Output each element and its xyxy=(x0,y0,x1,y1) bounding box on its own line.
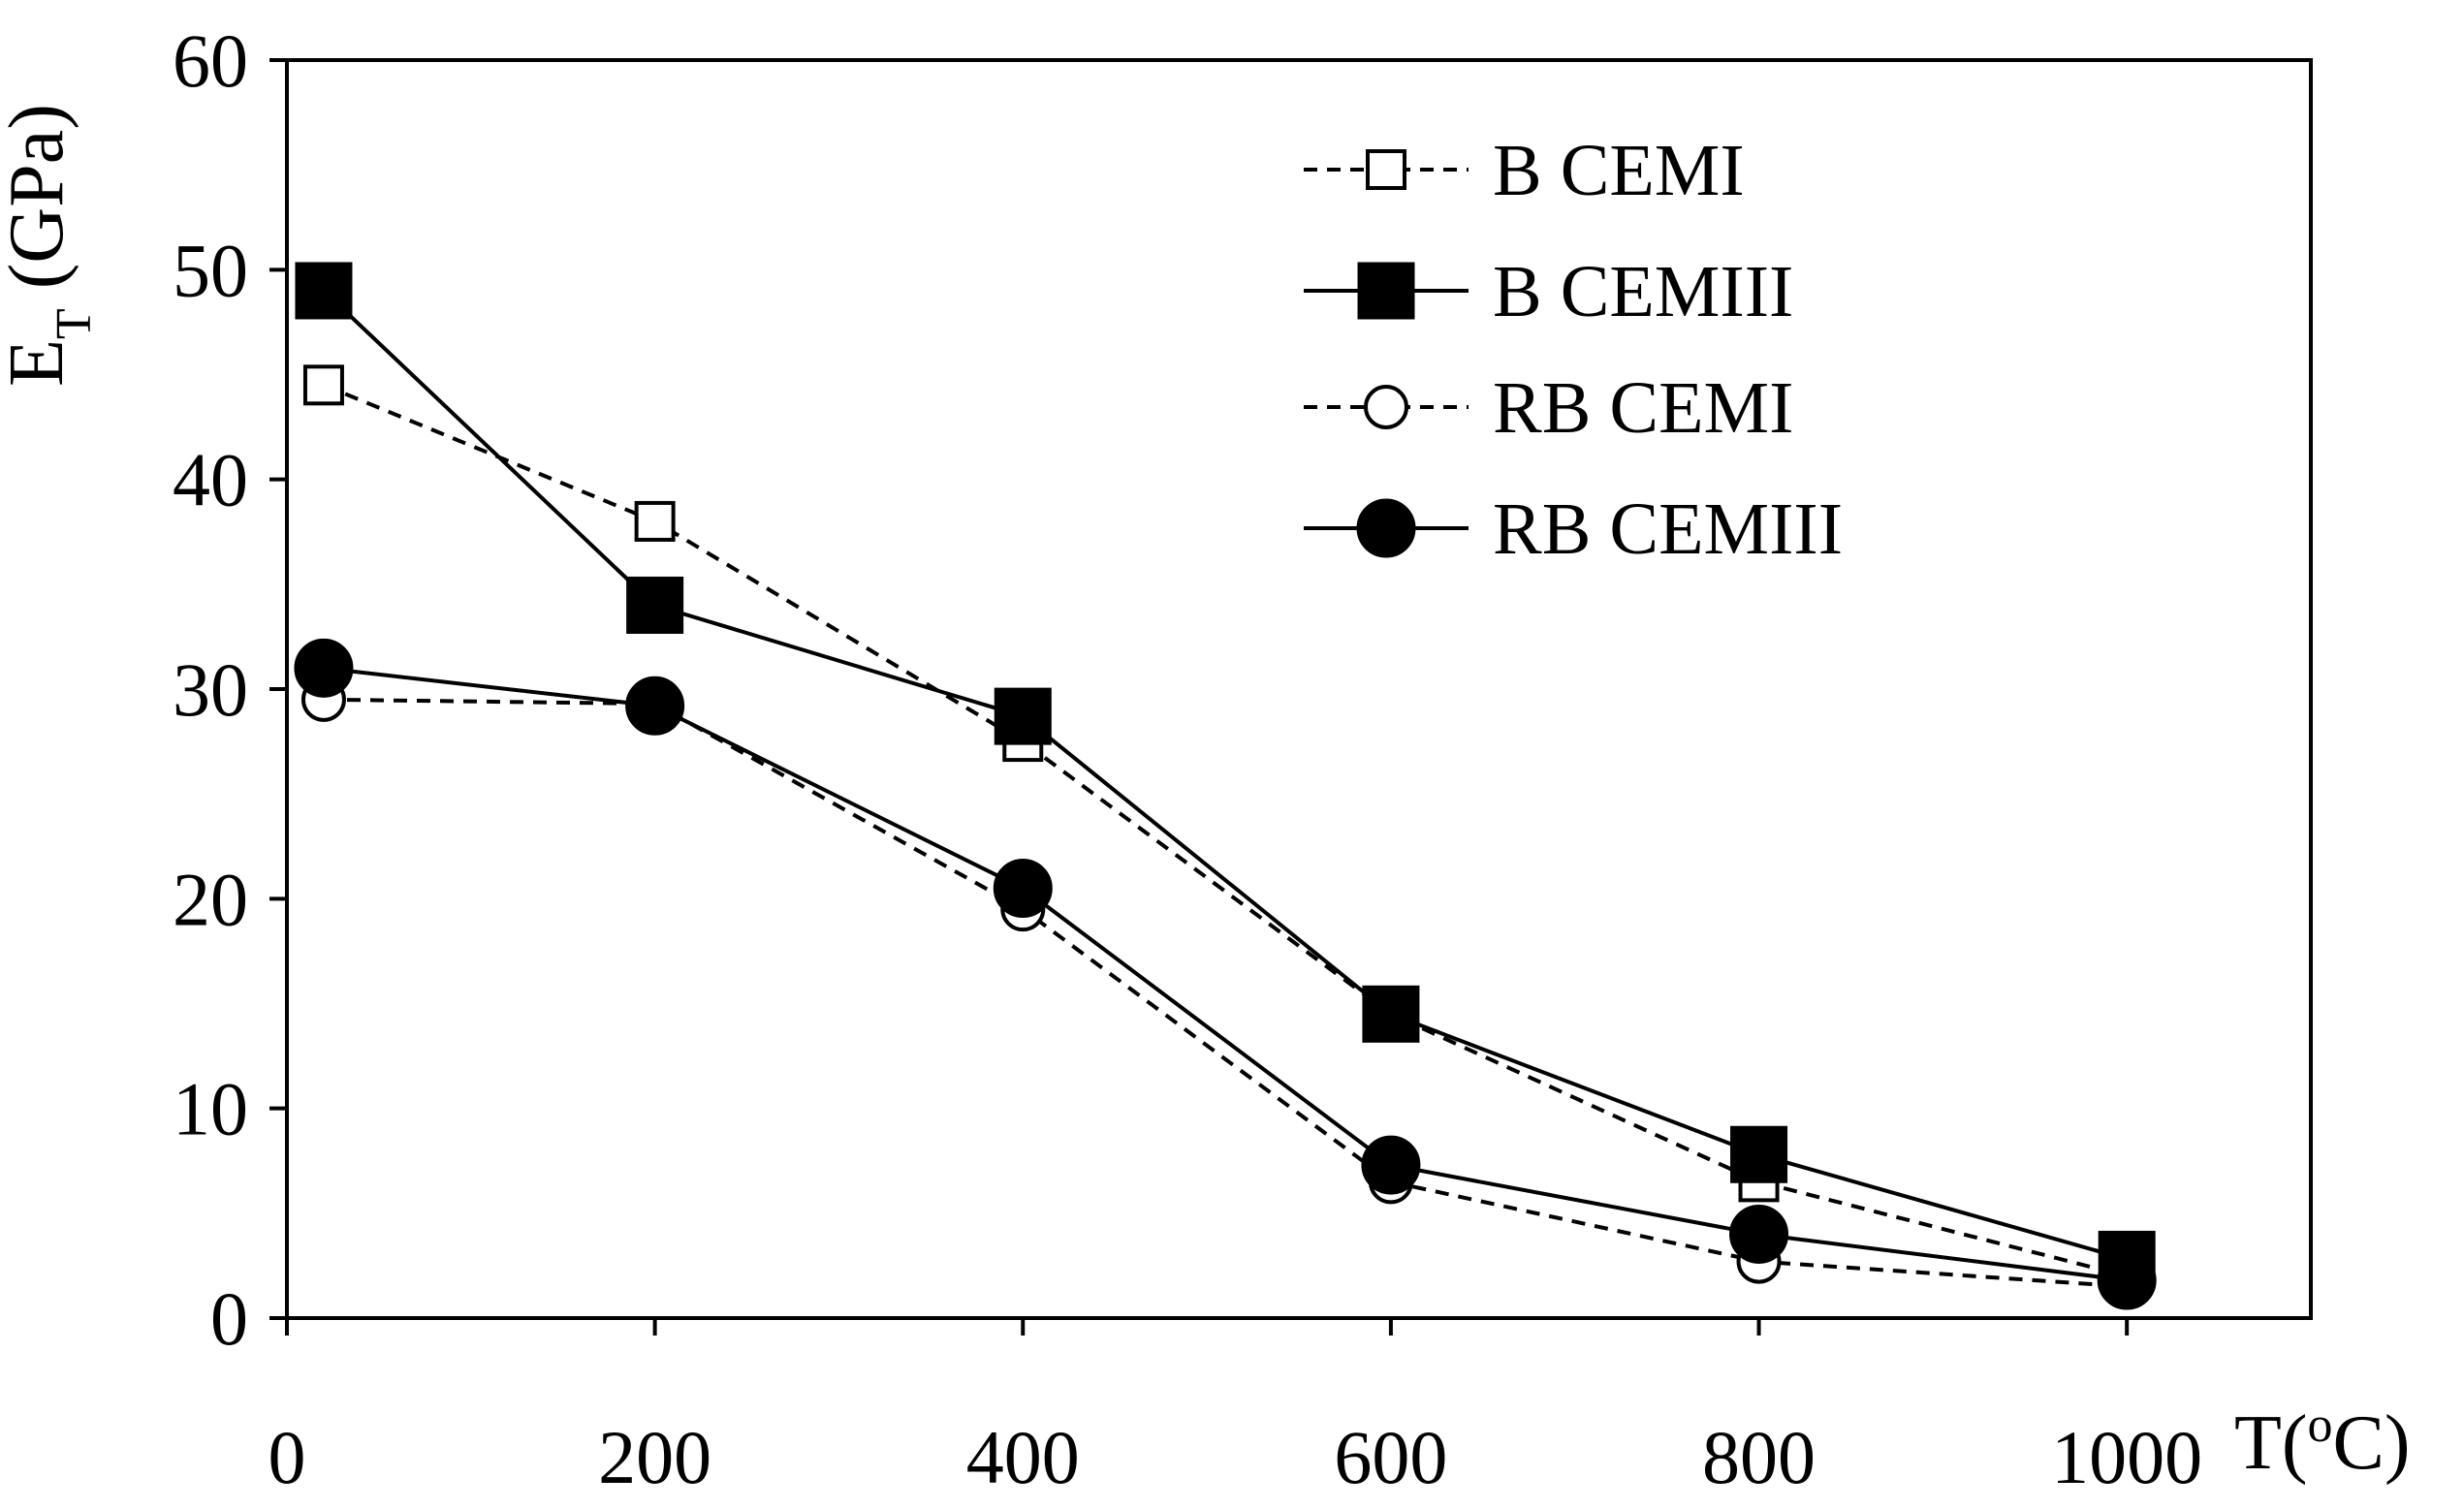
legend-label-0: B CEMI xyxy=(1493,130,1745,211)
x-axis-label-unit: C) xyxy=(2333,1400,2411,1486)
data-point-series-3 xyxy=(294,638,354,698)
series-line-1 xyxy=(322,289,2128,1262)
x-tick-label: 0 xyxy=(269,1415,306,1499)
y-tick-label: 30 xyxy=(173,647,248,732)
series-lines xyxy=(322,289,2128,1289)
y-axis-label-unit: (GPa) xyxy=(0,104,79,308)
y-axis-label-main: E xyxy=(0,339,79,387)
y-tick-label: 60 xyxy=(173,18,248,103)
data-point-series-1 xyxy=(1730,1125,1788,1183)
series-markers xyxy=(294,262,2157,1310)
data-point-series-3 xyxy=(625,676,685,736)
x-axis-label-main: T( xyxy=(2234,1400,2308,1486)
x-axis-ticks: 0 200 400 600 800 1000 xyxy=(269,1318,2202,1499)
legend-marker-1 xyxy=(1357,262,1415,320)
data-point-series-0 xyxy=(302,364,344,406)
y-tick-label: 50 xyxy=(173,228,248,312)
legend-label-2: RB CEMI xyxy=(1493,367,1793,449)
x-tick-label: 400 xyxy=(966,1415,1080,1499)
series-line-3 xyxy=(323,666,2128,1283)
y-tick-label: 20 xyxy=(173,857,248,941)
legend-label-3: RB CEMIII xyxy=(1493,488,1843,570)
legend-marker-0 xyxy=(1366,149,1406,190)
legend-marker-3 xyxy=(1356,498,1416,558)
y-axis-label-subscript: T xyxy=(47,308,102,339)
data-point-series-0 xyxy=(634,500,676,542)
y-tick-label: 10 xyxy=(173,1067,248,1151)
data-point-series-1 xyxy=(626,576,684,634)
legend-label-1: B CEMIII xyxy=(1493,251,1793,332)
data-point-series-3 xyxy=(1361,1135,1421,1195)
data-point-series-1 xyxy=(1362,985,1420,1043)
x-tick-label: 200 xyxy=(598,1415,711,1499)
x-tick-label: 800 xyxy=(1702,1415,1816,1499)
x-axis-label: T(oC) xyxy=(2234,1398,2411,1487)
data-point-series-1 xyxy=(994,687,1052,745)
x-axis-label-superscript: o xyxy=(2308,1398,2333,1453)
y-axis-label: ET (GPa) xyxy=(0,104,102,387)
legend: B CEMI B CEMIII RB CEMI RB CEMIII xyxy=(1304,130,1843,570)
data-point-series-3 xyxy=(2097,1250,2157,1310)
series-line-2 xyxy=(323,697,2128,1289)
data-point-series-3 xyxy=(1729,1204,1789,1264)
y-axis-ticks: 0 10 20 30 40 50 60 xyxy=(173,18,287,1361)
data-point-series-1 xyxy=(295,262,353,320)
legend-marker-2 xyxy=(1364,385,1408,429)
y-tick-label: 40 xyxy=(173,438,248,522)
x-tick-label: 600 xyxy=(1334,1415,1447,1499)
data-point-series-3 xyxy=(993,859,1053,919)
y-tick-label: 0 xyxy=(210,1276,248,1361)
x-tick-label: 1000 xyxy=(2051,1415,2202,1499)
